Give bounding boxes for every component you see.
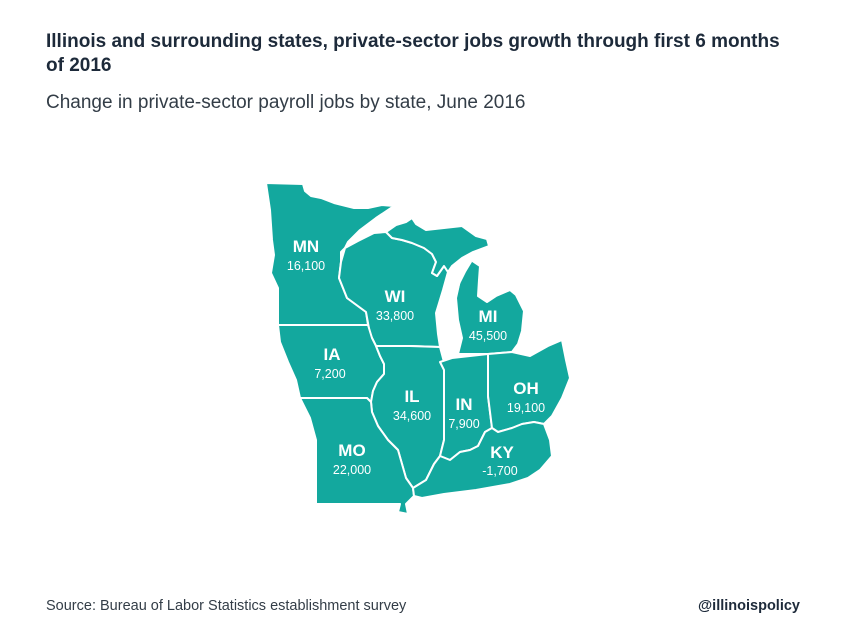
chart-title: Illinois and surrounding states, private… <box>46 31 780 76</box>
label-oh: OH <box>513 379 539 398</box>
label-il: IL <box>404 387 419 406</box>
state-kentucky <box>412 421 553 499</box>
social-handle: @illinoispolicy <box>698 598 800 614</box>
state-michigan-lower <box>455 257 525 355</box>
value-oh: 19,100 <box>507 401 545 415</box>
label-ky: KY <box>490 443 514 462</box>
value-mn: 16,100 <box>287 259 325 273</box>
value-ky: -1,700 <box>482 464 517 478</box>
label-wi: WI <box>385 287 406 306</box>
label-mo: MO <box>338 441 365 460</box>
chart-subtitle: Change in private-sector payroll jobs by… <box>46 92 526 113</box>
label-in: IN <box>456 395 473 414</box>
label-mi: MI <box>479 307 498 326</box>
value-il: 34,600 <box>393 409 431 423</box>
source-note: Source: Bureau of Labor Statistics estab… <box>46 598 407 614</box>
value-in: 7,900 <box>448 417 479 431</box>
value-mi: 45,500 <box>469 329 507 343</box>
label-mn: MN <box>293 237 319 256</box>
label-ia: IA <box>324 345 341 364</box>
value-wi: 33,800 <box>376 309 414 323</box>
value-mo: 22,000 <box>333 463 371 477</box>
lake-michigan <box>436 256 472 354</box>
value-ia: 7,200 <box>314 367 345 381</box>
